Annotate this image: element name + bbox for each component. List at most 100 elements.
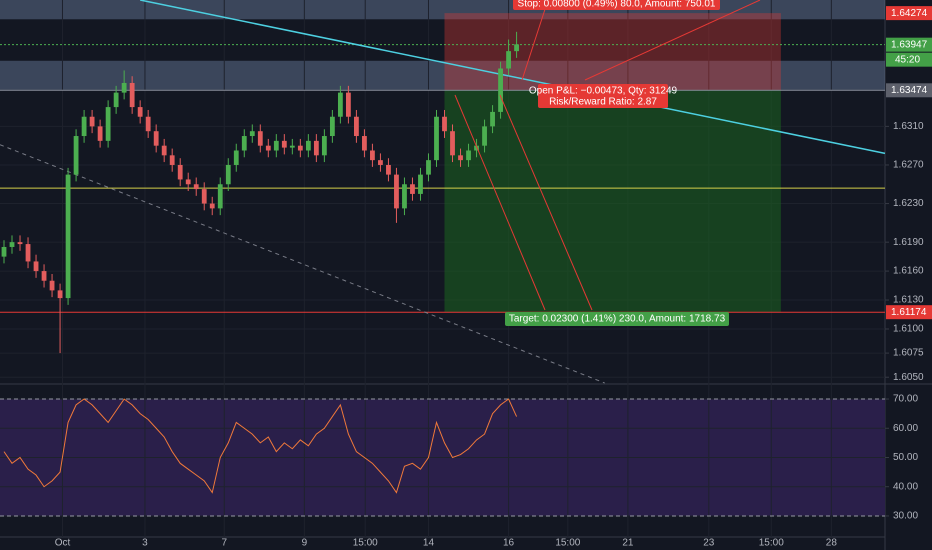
- labels: 1.63101.62701.62301.61901.61601.61301.61…: [55, 0, 932, 549]
- candle-body: [490, 111, 495, 127]
- candle-body: [378, 160, 383, 165]
- x-tick-label: 15:00: [759, 538, 784, 549]
- candle-body: [418, 174, 423, 194]
- candle-body: [426, 160, 431, 175]
- arrow: [521, 0, 549, 81]
- candle-body: [410, 184, 415, 194]
- y-tick-label: 70.00: [893, 394, 918, 405]
- x-tick-label: 23: [703, 538, 715, 549]
- arrow: [584, 0, 761, 81]
- candle-body: [402, 184, 407, 209]
- y-tick-label: 1.6190: [893, 237, 924, 248]
- candle-body: [321, 136, 327, 156]
- candle-body: [265, 145, 271, 151]
- x-tick-label: 15:00: [353, 538, 378, 549]
- trend-line: [140, 0, 886, 155]
- candle-body: [394, 174, 399, 209]
- y-tick-label: 1.6050: [893, 372, 924, 383]
- x-tick-label: Oct: [55, 538, 71, 549]
- candle-body: [273, 140, 279, 151]
- position-tool: [444, 13, 781, 313]
- candle-body: [9, 242, 15, 247]
- price-label-box: [886, 37, 932, 52]
- candle-body: [337, 92, 343, 117]
- x-tick-label: 14: [423, 538, 435, 549]
- candle-body: [33, 261, 39, 272]
- candle-body: [466, 150, 471, 161]
- candle-body: [17, 242, 23, 245]
- drawings: [0, 0, 886, 517]
- target-zone: [444, 90, 781, 313]
- candle-body: [506, 51, 511, 69]
- candle-body: [442, 116, 447, 132]
- candle-body: [201, 189, 207, 204]
- candle-body: [249, 131, 255, 137]
- candle-body: [81, 116, 87, 137]
- price-label: 1.63474: [891, 85, 928, 96]
- x-tick-label: 9: [302, 538, 308, 549]
- y-tick-label: 30.00: [893, 511, 918, 522]
- candle-body: [450, 131, 455, 156]
- candle-body: [329, 116, 335, 137]
- price-label-box: [886, 83, 932, 98]
- price-label-box: [886, 6, 932, 21]
- candle-body: [281, 140, 287, 148]
- x-tick-label: 3: [142, 538, 148, 549]
- candle-body: [193, 184, 199, 190]
- y-tick-label: 1.6160: [893, 266, 924, 277]
- candle-body: [498, 68, 503, 112]
- candle-body: [233, 150, 239, 165]
- candle-body: [153, 131, 159, 146]
- candle-body: [257, 131, 263, 146]
- candle-body: [185, 179, 191, 185]
- candle-body: [25, 244, 31, 262]
- candle-body: [354, 116, 359, 137]
- y-tick-label: 50.00: [893, 452, 918, 463]
- candle-body: [121, 82, 127, 93]
- pnl-text: Open P&L: −0.00473, Qty: 31249: [529, 86, 678, 97]
- arrows: [454, 0, 761, 311]
- price-label: 1.61174: [891, 307, 927, 318]
- x-tick-label: 7: [221, 538, 227, 549]
- price-label-box: [886, 305, 932, 320]
- candle-body: [49, 280, 55, 291]
- candle-body: [169, 155, 175, 165]
- candle-body: [73, 136, 79, 175]
- rsi-line: [3, 398, 518, 494]
- stop-text: Stop: 0.00800 (0.49%) 80.0, Amount: 750.…: [518, 0, 716, 10]
- countdown-box: [886, 52, 932, 67]
- candle-body: [458, 155, 463, 161]
- candle-body: [305, 140, 311, 151]
- candle-body: [434, 116, 439, 161]
- candle-body: [386, 164, 391, 175]
- target-text: Target: 0.02300 (1.41%) 230.0, Amount: 1…: [509, 314, 726, 325]
- candle-body: [137, 107, 143, 117]
- y-tick-label: 1.6230: [893, 198, 924, 209]
- stop-text-box: [513, 0, 720, 10]
- candle-body: [57, 290, 63, 299]
- price-label: 1.64274: [891, 8, 928, 19]
- candle-body: [41, 271, 47, 281]
- candle-body: [345, 92, 351, 117]
- candle-body: [313, 140, 319, 156]
- y-tick-label: 1.6310: [893, 121, 924, 132]
- candle-body: [177, 164, 183, 180]
- x-tick-label: 15:00: [555, 538, 580, 549]
- y-tick-label: 1.6130: [893, 295, 924, 306]
- price-label: 1.63947: [891, 39, 928, 50]
- arrow: [499, 94, 593, 311]
- y-tick-label: 1.6270: [893, 160, 924, 171]
- candle-body: [129, 82, 135, 108]
- x-tick-label: 16: [503, 538, 515, 549]
- candle-body: [482, 126, 487, 146]
- y-tick-label: 1.6075: [893, 348, 924, 359]
- candle-body: [370, 150, 375, 161]
- candle-body: [113, 92, 119, 108]
- pnl-text: Risk/Reward Ratio: 2.87: [549, 97, 657, 108]
- countdown: 45:20: [895, 54, 920, 65]
- y-tick-label: 1.6100: [893, 324, 924, 335]
- candle-body: [89, 116, 95, 127]
- target-text-box: [505, 312, 729, 326]
- y-tick-label: 60.00: [893, 423, 918, 434]
